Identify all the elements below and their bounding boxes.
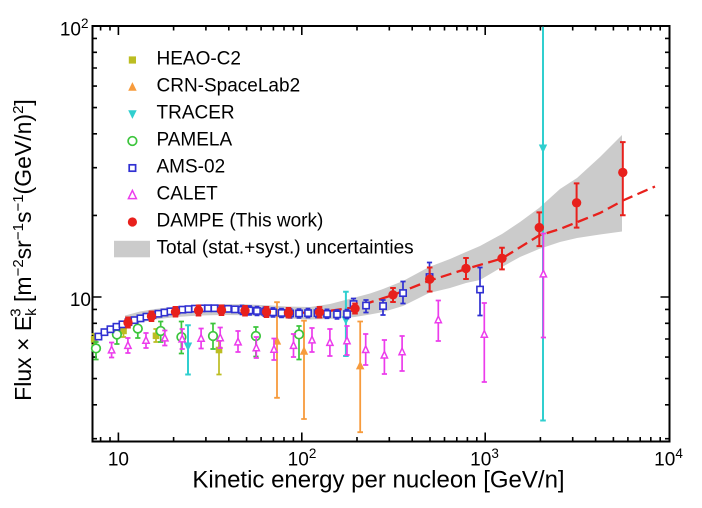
svg-text:CRN-SpaceLab2: CRN-SpaceLab2 <box>157 76 301 97</box>
svg-text:Kinetic energy per nucleon [Ge: Kinetic energy per nucleon [GeV/n] <box>192 467 564 494</box>
svg-text:Flux × Ek3 [m−2sr−1s−1(GeV/n)2: Flux × Ek3 [m−2sr−1s−1(GeV/n)2] <box>8 99 41 401</box>
svg-text:CALET: CALET <box>157 184 219 205</box>
svg-text:DAMPE (This work): DAMPE (This work) <box>157 211 324 232</box>
svg-text:10: 10 <box>70 290 91 311</box>
svg-text:TRACER: TRACER <box>157 103 235 124</box>
svg-text:PAMELA: PAMELA <box>157 130 233 151</box>
svg-text:AMS-02: AMS-02 <box>157 157 226 178</box>
svg-text:HEAO-C2: HEAO-C2 <box>157 49 241 70</box>
svg-text:Total (stat.+syst.) uncertaint: Total (stat.+syst.) uncertainties <box>157 238 414 259</box>
svg-text:10: 10 <box>108 450 129 471</box>
